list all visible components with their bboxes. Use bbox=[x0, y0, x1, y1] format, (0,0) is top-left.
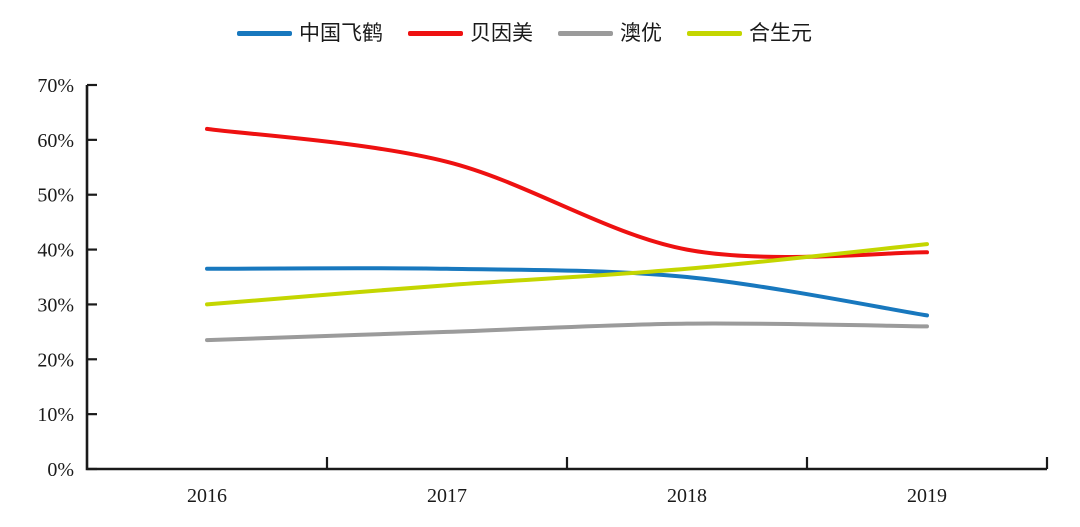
legend-swatch-icon bbox=[687, 30, 742, 36]
x-tick-label: 2019 bbox=[907, 485, 947, 507]
legend-item-aoyou: 澳优 bbox=[558, 20, 662, 46]
legend-item-heshengyuan: 合生元 bbox=[687, 20, 812, 46]
x-tick-label: 2018 bbox=[667, 485, 707, 507]
legend-label: 中国飞鹤 bbox=[299, 21, 383, 45]
y-tick-label: 40% bbox=[37, 240, 74, 262]
series-line-heshengyuan bbox=[205, 242, 929, 307]
legend-item-zhongguo-feihe: 中国飞鹤 bbox=[237, 20, 383, 46]
y-tick-label: 0% bbox=[47, 459, 74, 481]
series-line-aoyou bbox=[205, 321, 929, 343]
y-tick-label: 60% bbox=[37, 130, 74, 152]
legend-swatch-icon bbox=[558, 30, 613, 36]
series-line-beiyinmei bbox=[205, 126, 929, 259]
y-tick-label: 10% bbox=[37, 404, 74, 426]
y-tick-label: 30% bbox=[37, 294, 74, 316]
legend-swatch-icon bbox=[408, 30, 463, 36]
legend-swatch-icon bbox=[237, 30, 292, 36]
legend-item-beiyinmei: 贝因美 bbox=[408, 20, 533, 46]
y-tick-label: 50% bbox=[37, 185, 74, 207]
x-tick-label: 2016 bbox=[187, 485, 227, 507]
legend-label: 合生元 bbox=[749, 21, 812, 45]
y-tick-label: 70% bbox=[37, 75, 74, 97]
y-tick-label: 20% bbox=[37, 349, 74, 371]
series-line-zhongguo-feihe bbox=[205, 266, 929, 318]
legend-label: 贝因美 bbox=[470, 21, 533, 45]
legend-label: 澳优 bbox=[620, 21, 662, 45]
x-tick-label: 2017 bbox=[427, 485, 467, 507]
legend: 中国飞鹤 贝因美 澳优 合生元 bbox=[237, 18, 812, 48]
